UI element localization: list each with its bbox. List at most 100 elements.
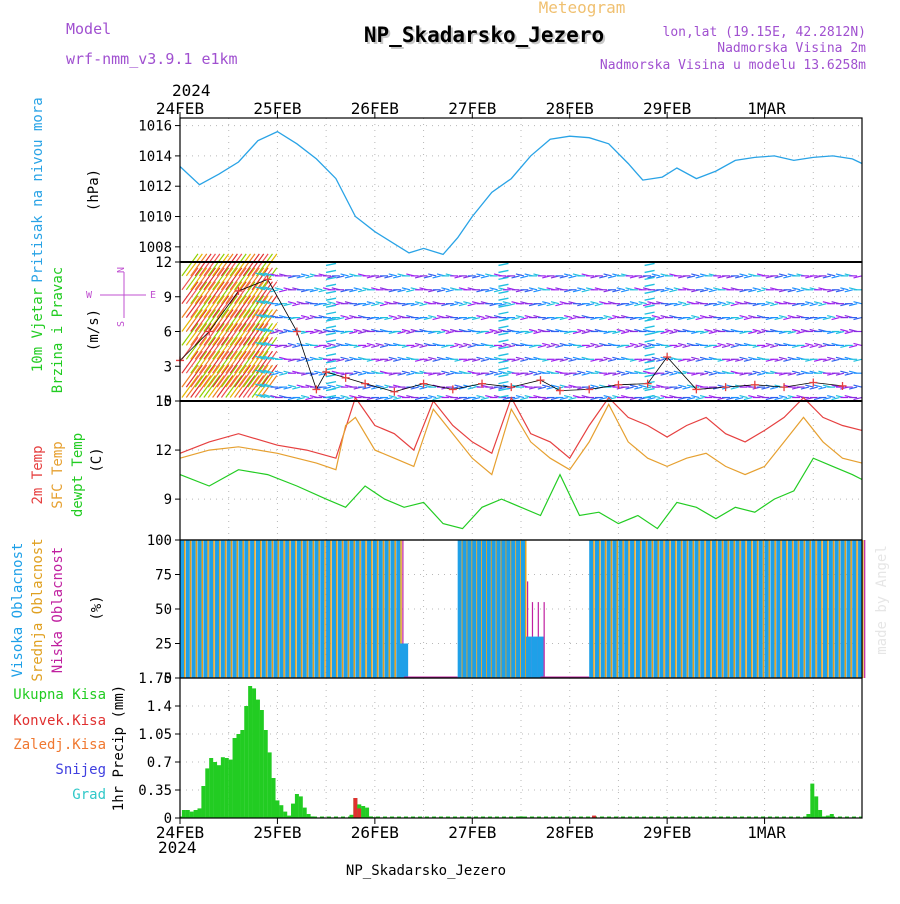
wind-barb xyxy=(603,273,612,277)
total-rain-bar xyxy=(267,752,272,818)
wind-barb xyxy=(185,267,203,291)
wind-barb xyxy=(199,375,216,398)
wind-barb xyxy=(251,267,269,291)
wind-barb xyxy=(848,386,858,390)
total-rain-bar xyxy=(519,816,523,818)
high-cloud-bar xyxy=(457,540,462,678)
wind-barb xyxy=(734,317,744,321)
mid-cloud-bar xyxy=(207,540,209,678)
wind-barb xyxy=(190,336,208,360)
wind-barb xyxy=(708,372,717,376)
high-cloud-bar xyxy=(612,540,617,678)
high-cloud-bar xyxy=(372,540,377,678)
wind-barb xyxy=(220,281,238,305)
high-cloud-bar xyxy=(285,540,290,678)
wind-barb xyxy=(203,364,221,388)
wind-barb xyxy=(274,287,283,291)
wind-barb xyxy=(677,301,687,305)
wind-barb xyxy=(550,342,560,346)
wind-barb xyxy=(739,356,748,360)
y-tick-label: 75 xyxy=(155,568,172,584)
wind-barb xyxy=(436,330,446,335)
wind-barb xyxy=(238,375,256,398)
wind-barb xyxy=(436,372,446,376)
y-tick-label: 9 xyxy=(164,492,172,508)
wind-barb xyxy=(263,327,275,333)
watermark: made by Angel xyxy=(874,545,890,655)
high-cloud-bar xyxy=(326,540,331,678)
wind-barb xyxy=(778,394,788,399)
wind-barb-burst xyxy=(644,387,655,392)
wind-barb xyxy=(599,275,608,279)
wind-barb xyxy=(238,364,256,388)
wind-barb xyxy=(528,328,538,333)
mid-cloud-bar xyxy=(510,540,512,678)
wind-barb-burst xyxy=(325,297,337,301)
wind-barb xyxy=(432,275,441,279)
pressure-unit: (hPa) xyxy=(86,169,102,211)
wind-barb xyxy=(203,323,221,346)
total-rain-bar xyxy=(349,814,354,818)
wind-barb xyxy=(774,275,783,279)
wind-barb xyxy=(638,384,647,388)
mid-cloud-bar xyxy=(616,540,619,678)
high-cloud-bar xyxy=(255,540,260,678)
wind-barb xyxy=(384,317,393,321)
mid-cloud-bar xyxy=(862,540,864,678)
wind-barb xyxy=(805,384,814,388)
wind-barb xyxy=(300,273,310,277)
wind-barb xyxy=(203,336,221,360)
high-cloud-bar xyxy=(787,540,792,678)
wind-barb xyxy=(634,344,643,348)
wind-barb xyxy=(322,344,332,348)
wind-barb xyxy=(251,309,269,332)
wind-barb xyxy=(190,267,208,291)
wind-barb xyxy=(721,303,731,307)
wind-barb xyxy=(190,309,208,332)
wind-barb xyxy=(695,275,704,279)
wind-barb-burst xyxy=(325,353,337,357)
wind-barb xyxy=(349,372,358,376)
wind-barb xyxy=(607,358,617,362)
wind-barb xyxy=(263,393,275,399)
wind-speed-marker xyxy=(614,380,623,389)
wind-barb xyxy=(234,375,252,398)
wind-barb xyxy=(263,286,275,291)
mid-cloud-bar xyxy=(774,540,776,678)
wind-barb xyxy=(349,289,358,293)
wind-barb xyxy=(255,350,273,374)
mid-cloud-bar xyxy=(727,540,730,678)
wind-barb xyxy=(353,370,362,374)
wind-barb xyxy=(194,350,212,374)
wind-barb xyxy=(181,295,199,318)
wind-barb xyxy=(260,281,278,305)
mid-cloud-bar xyxy=(295,540,297,678)
wind-barb xyxy=(225,350,243,374)
wind-barb xyxy=(322,303,332,307)
wind-barb xyxy=(835,330,845,335)
mid-cloud-bar xyxy=(698,540,700,678)
top-date-label: 29FEB xyxy=(643,99,691,118)
high-cloud-bar xyxy=(337,540,342,678)
wind-barb xyxy=(585,344,595,348)
wind-barb xyxy=(564,273,573,277)
wind-barb xyxy=(185,309,203,332)
mid-cloud-bar xyxy=(751,540,753,678)
wind-barb xyxy=(660,330,669,335)
wind-barb xyxy=(344,396,354,401)
wind-barb xyxy=(340,394,349,399)
total-rain-bar xyxy=(244,706,249,818)
high-cloud-bar xyxy=(320,540,325,678)
wind-barb xyxy=(616,328,625,333)
wind-barb xyxy=(467,344,476,348)
wind-barb xyxy=(686,275,696,279)
wind-barb xyxy=(185,375,203,398)
wind-barb-burst xyxy=(644,262,655,267)
mid-cloud-bar xyxy=(856,540,858,678)
high-cloud-bar xyxy=(308,540,313,678)
high-cloud-bar xyxy=(185,540,190,678)
wind-barb xyxy=(428,273,437,277)
wind-barb-burst xyxy=(498,373,509,378)
wind-barb xyxy=(309,289,319,293)
